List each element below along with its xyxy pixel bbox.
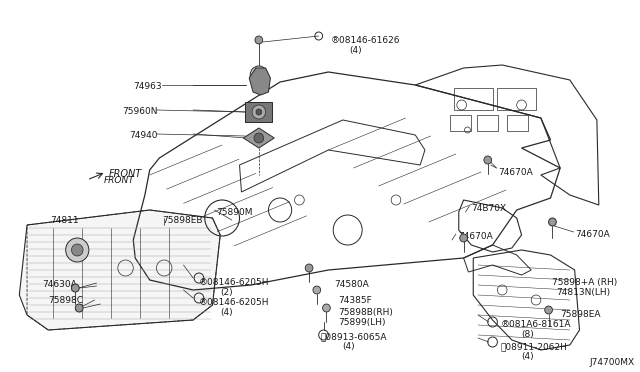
- Text: (4): (4): [522, 352, 534, 361]
- Text: 74670A: 74670A: [499, 168, 533, 177]
- Bar: [497, 88, 536, 110]
- Text: ®08146-6205H: ®08146-6205H: [199, 278, 269, 287]
- Text: 75898EA: 75898EA: [560, 310, 601, 319]
- Text: ®081A6-8161A: ®081A6-8161A: [500, 320, 571, 329]
- Text: ⓝ08911-2062H: ⓝ08911-2062H: [500, 342, 567, 351]
- Text: 74385F: 74385F: [338, 296, 372, 305]
- Text: 74670A: 74670A: [458, 232, 493, 241]
- Text: (8): (8): [522, 330, 534, 339]
- Text: J74700MX: J74700MX: [589, 358, 634, 367]
- Polygon shape: [243, 128, 275, 148]
- Circle shape: [256, 109, 262, 115]
- Bar: [477, 115, 499, 131]
- Text: 75899(LH): 75899(LH): [338, 318, 385, 327]
- Text: 74811: 74811: [50, 216, 79, 225]
- Text: (4): (4): [220, 308, 233, 317]
- Circle shape: [255, 36, 262, 44]
- Circle shape: [313, 286, 321, 294]
- Polygon shape: [249, 68, 271, 95]
- Circle shape: [250, 66, 268, 84]
- Text: ®08146-61626: ®08146-61626: [330, 36, 400, 45]
- Circle shape: [305, 264, 313, 272]
- Text: (2): (2): [220, 288, 233, 297]
- Circle shape: [252, 105, 266, 119]
- Circle shape: [460, 234, 467, 242]
- Text: (4): (4): [349, 46, 362, 55]
- Circle shape: [72, 244, 83, 256]
- Polygon shape: [245, 102, 273, 122]
- Text: 74630A: 74630A: [42, 280, 77, 289]
- Text: 75960N: 75960N: [122, 107, 157, 116]
- Circle shape: [484, 156, 492, 164]
- Text: 75898C: 75898C: [48, 296, 83, 305]
- Bar: [454, 88, 493, 110]
- Circle shape: [323, 304, 330, 312]
- Text: 74940: 74940: [129, 131, 157, 140]
- Text: 74963: 74963: [134, 82, 163, 91]
- Circle shape: [548, 218, 556, 226]
- Text: 75890M: 75890M: [216, 208, 253, 217]
- Text: 74B70X: 74B70X: [471, 204, 506, 213]
- Circle shape: [72, 284, 79, 292]
- Text: 74813N(LH): 74813N(LH): [556, 288, 611, 297]
- Text: FRONT: FRONT: [109, 169, 142, 179]
- Text: 75898EB: 75898EB: [163, 216, 203, 225]
- Text: 74580A: 74580A: [334, 280, 369, 289]
- Circle shape: [76, 304, 83, 312]
- Bar: [507, 115, 528, 131]
- Text: 75898B(RH): 75898B(RH): [338, 308, 393, 317]
- Circle shape: [254, 133, 264, 143]
- Circle shape: [66, 238, 89, 262]
- Text: 75898+A (RH): 75898+A (RH): [552, 278, 618, 287]
- Text: ⓝ08913-6065A: ⓝ08913-6065A: [321, 332, 387, 341]
- Bar: [450, 115, 471, 131]
- Text: ®08146-6205H: ®08146-6205H: [199, 298, 269, 307]
- Text: FRONT: FRONT: [103, 176, 134, 185]
- Polygon shape: [19, 210, 220, 330]
- Text: (4): (4): [342, 342, 355, 351]
- Circle shape: [545, 306, 552, 314]
- Text: 74670A: 74670A: [575, 230, 611, 239]
